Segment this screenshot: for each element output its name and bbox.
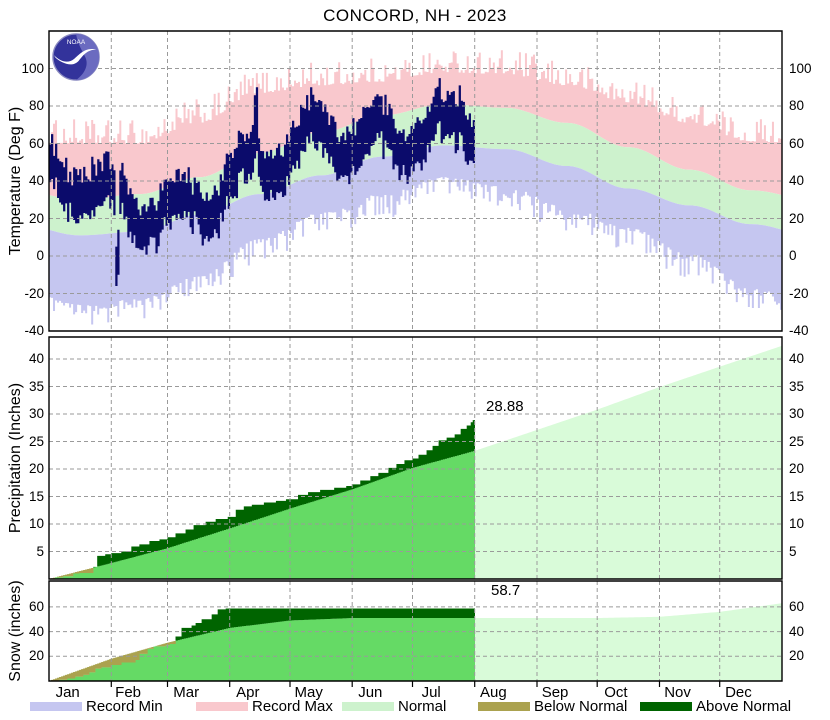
legend-swatch-below_normal <box>478 701 530 711</box>
tick-label-temperature-100-left: 100 <box>21 60 44 76</box>
tick-label-temperature-20-right: 20 <box>789 210 805 226</box>
noaa-logo-text: NOAA <box>67 39 86 46</box>
legend-item-record-max: Record Max <box>196 697 333 715</box>
legend-swatch-record_max <box>196 701 248 711</box>
month-label-aug: Aug <box>480 684 507 701</box>
month-label-jun: Jun <box>358 684 383 701</box>
tick-label-precipitation-15-right: 15 <box>789 488 805 504</box>
tick-label-temperature--20-left: -20 <box>24 285 44 301</box>
tick-label-precipitation-10-right: 10 <box>789 516 805 531</box>
tick-label-snow-60-right: 60 <box>789 598 805 614</box>
month-label-dec: Dec <box>725 684 752 701</box>
tick-label-temperature-80-left: 80 <box>28 98 44 113</box>
legend-label: Normal <box>398 697 447 715</box>
tick-label-snow-40-right: 40 <box>789 623 805 639</box>
tick-label-precipitation-20-right: 20 <box>789 461 805 476</box>
legend-item-above-normal: Above Normal <box>640 697 792 715</box>
tick-label-precipitation-40-right: 40 <box>789 351 805 366</box>
legend-label: Below Normal <box>534 697 628 715</box>
tick-label-temperature--40-right: -40 <box>789 323 809 338</box>
tick-label-precipitation-5-left: 5 <box>36 543 44 559</box>
tick-label-precipitation-20-left: 20 <box>28 461 44 476</box>
legend-label: Above Normal <box>696 697 792 715</box>
precipitation-axis-label: Precipitation (Inches) <box>7 382 24 534</box>
tick-label-precipitation-25-right: 25 <box>789 433 805 449</box>
tick-label-temperature--20-right: -20 <box>789 285 809 301</box>
month-label-mar: Mar <box>173 684 200 701</box>
tick-label-precipitation-15-left: 15 <box>28 488 44 504</box>
legend-swatch-normal_band <box>342 701 394 711</box>
month-label-oct: Oct <box>604 684 628 701</box>
tick-label-temperature-100-right: 100 <box>789 60 812 76</box>
tick-label-temperature-60-right: 60 <box>789 135 805 151</box>
tick-label-temperature-60-left: 60 <box>28 135 44 151</box>
tick-label-snow-20-left: 20 <box>28 648 44 664</box>
snow-total-annotation: 58.7 <box>491 582 521 599</box>
page-title: CONCORD, NH - 2023 <box>323 6 507 25</box>
tick-label-precipitation-35-left: 35 <box>28 378 44 394</box>
tick-label-precipitation-10-left: 10 <box>28 516 44 531</box>
tick-label-snow-40-left: 40 <box>28 623 44 639</box>
noaa-logo: NOAA <box>52 33 100 81</box>
month-label-may: May <box>294 684 323 701</box>
month-label-feb: Feb <box>115 684 142 701</box>
legend-item-below-normal: Below Normal <box>478 697 628 715</box>
tick-label-snow-60-left: 60 <box>28 598 44 614</box>
month-label-jul: Jul <box>421 684 441 701</box>
tick-label-precipitation-30-right: 30 <box>789 406 805 421</box>
legend-label: Record Max <box>252 697 333 715</box>
month-label-sep: Sep <box>541 684 569 701</box>
tick-label-temperature-0-left: 0 <box>36 248 44 263</box>
legend-item-record-min: Record Min <box>30 697 163 715</box>
legend-label: Record Min <box>86 697 163 715</box>
month-label-jan: Jan <box>55 684 80 701</box>
month-label-nov: Nov <box>664 684 691 701</box>
tick-label-precipitation-35-right: 35 <box>789 378 805 394</box>
tick-label-precipitation-25-left: 25 <box>28 433 44 449</box>
legend-swatch-above_normal <box>640 701 692 711</box>
tick-label-snow-20-right: 20 <box>789 648 805 664</box>
legend-swatch-record_min <box>30 701 82 711</box>
tick-label-precipitation-30-left: 30 <box>28 406 44 421</box>
tick-label-precipitation-5-right: 5 <box>789 543 797 559</box>
tick-label-temperature-40-left: 40 <box>28 173 44 188</box>
precip-total-annotation: 28.88 <box>486 398 524 415</box>
tick-label-temperature-20-left: 20 <box>28 210 44 226</box>
legend-item-normal: Normal <box>342 697 447 715</box>
tick-label-temperature--40-left: -40 <box>24 323 44 338</box>
tick-label-temperature-40-right: 40 <box>789 173 805 188</box>
month-label-apr: Apr <box>236 684 260 701</box>
tick-label-temperature-0-right: 0 <box>789 248 797 263</box>
tick-label-precipitation-40-left: 40 <box>28 351 44 366</box>
tick-label-temperature-80-right: 80 <box>789 98 805 113</box>
